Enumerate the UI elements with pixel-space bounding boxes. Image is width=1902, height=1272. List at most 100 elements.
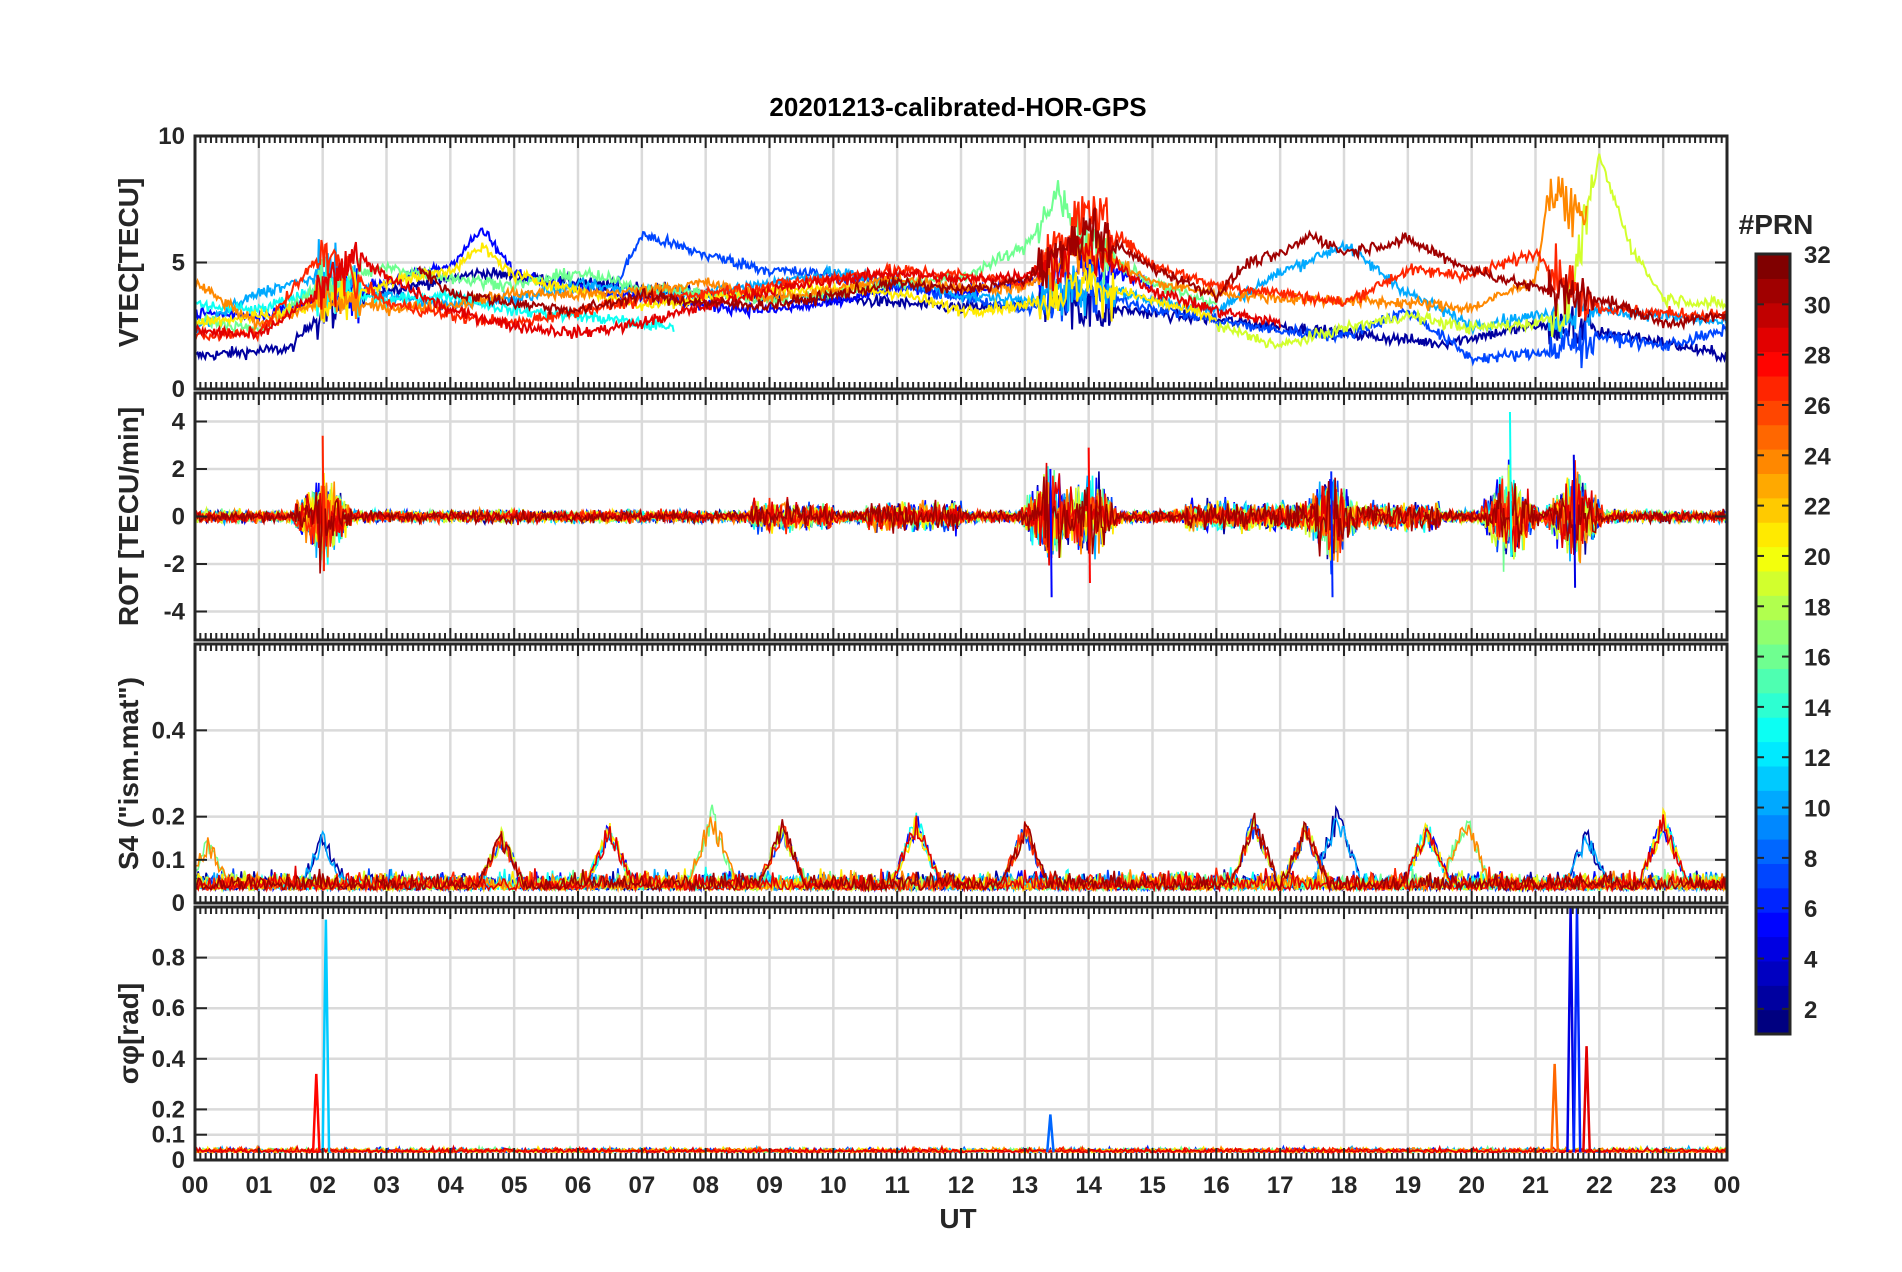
colorbar-segment xyxy=(1756,278,1790,304)
y-tick-label: -4 xyxy=(164,599,186,626)
colorbar-segment xyxy=(1756,790,1790,816)
x-tick-label: 18 xyxy=(1331,1172,1358,1199)
colorbar-segment xyxy=(1756,473,1790,499)
colorbar-segment xyxy=(1756,302,1790,328)
x-tick-label: 14 xyxy=(1075,1172,1102,1199)
plot-area xyxy=(195,153,1727,369)
x-ticks xyxy=(194,644,1728,903)
sigma-phi-axis-label: σφ[rad] xyxy=(113,983,144,1084)
x-tick-label: 16 xyxy=(1203,1172,1230,1199)
colorbar-segment xyxy=(1756,668,1790,694)
panel-sigma_phi: 00.10.2 0.4 0.6 0.8 σφ[rad] xyxy=(113,905,1729,1174)
colorbar-segment xyxy=(1756,546,1790,572)
y-ticks: 00.10.2 0.4 0.6 0.8 xyxy=(152,945,1727,1174)
vtec-series-prn-13 xyxy=(195,256,675,332)
colorbar-segment xyxy=(1756,424,1790,450)
x-tick-label: 12 xyxy=(948,1172,975,1199)
x-ticks xyxy=(194,393,1728,640)
colorbar-segment xyxy=(1756,814,1790,840)
x-tick-label: 07 xyxy=(628,1172,655,1199)
vtec-series-prn-7 xyxy=(609,230,1727,369)
x-tick-label: 20 xyxy=(1458,1172,1485,1199)
rot-peak xyxy=(1087,447,1091,584)
vtec-series-prn-21 xyxy=(195,242,1218,329)
x-tick-label: 23 xyxy=(1650,1172,1677,1199)
y-ticks: 0 5 10 xyxy=(158,123,1727,403)
colorbar-segment xyxy=(1756,595,1790,621)
colorbar-segment xyxy=(1756,327,1790,353)
x-axis: 00 01 02 03 04 05 06 07 08 09 10 11 12 13 14 15 16 17 18 19… xyxy=(182,1172,1741,1199)
gridlines xyxy=(195,644,1727,903)
colorbar-tick-label: 4 xyxy=(1804,947,1818,974)
colorbar-tick-label: 28 xyxy=(1804,343,1831,370)
colorbar-segment xyxy=(1756,839,1790,864)
y-tick-label: 0.2 xyxy=(152,1096,185,1123)
rot-series-prn-31 xyxy=(195,476,1727,574)
rot-axis-label: ROT [TECU/min] xyxy=(113,407,144,626)
y-tick-label: 0 xyxy=(172,376,185,403)
colorbar-tick-label: 14 xyxy=(1804,695,1831,722)
x-tick-label: 10 xyxy=(820,1172,847,1199)
colorbar-tick-label: 30 xyxy=(1804,292,1831,319)
x-tick-label: 05 xyxy=(501,1172,528,1199)
rot-peak xyxy=(1330,471,1334,598)
x-tick-label: 22 xyxy=(1586,1172,1613,1199)
rot-peak xyxy=(1572,454,1577,588)
colorbar-tick-label: 20 xyxy=(1804,544,1831,571)
colorbar-segment xyxy=(1756,692,1790,718)
colorbar-segment xyxy=(1756,619,1790,645)
y-tick-label: 2 xyxy=(172,456,185,483)
x-tick-label: 01 xyxy=(245,1172,272,1199)
colorbar-frame xyxy=(1754,252,1792,1036)
x-tick-label: 02 xyxy=(309,1172,336,1199)
x-tick-label: 19 xyxy=(1394,1172,1421,1199)
colorbar-segment xyxy=(1756,351,1790,377)
colorbar-segment xyxy=(1756,912,1790,938)
x-tick-label: 08 xyxy=(692,1172,719,1199)
x-tick-label: 13 xyxy=(1011,1172,1038,1199)
colorbar-tick-label: 32 xyxy=(1804,242,1831,269)
colorbar-segment xyxy=(1756,375,1790,401)
colorbar-tick-label: 16 xyxy=(1804,645,1831,672)
colorbar-segment xyxy=(1756,1009,1790,1035)
s4-axis-label: S4 ("ism.mat") xyxy=(113,677,144,870)
y-tick-label: 10 xyxy=(158,123,185,150)
x-ticks xyxy=(194,907,1728,1160)
rot-peak xyxy=(1049,468,1053,598)
y-tick-label: 0.2 xyxy=(152,804,185,831)
colorbar-tick-label: 26 xyxy=(1804,393,1831,420)
colorbar-segment xyxy=(1756,765,1790,791)
x-tick-label: 00 xyxy=(182,1172,209,1199)
x-ticks xyxy=(194,136,1728,389)
colorbar-segment xyxy=(1756,960,1790,986)
x-tick-label: 03 xyxy=(373,1172,400,1199)
y-tick-label: 5 xyxy=(172,250,185,277)
colorbar-tick-label: 2 xyxy=(1804,997,1817,1024)
x-tick-label: 15 xyxy=(1139,1172,1166,1199)
s4-series-prn-24 xyxy=(195,816,1727,893)
x-tick-label: 09 xyxy=(756,1172,783,1199)
y-tick-label: 0.1 xyxy=(152,847,185,874)
sigma-peak-prn-8 xyxy=(1045,1114,1055,1153)
chart-title: 20201213-calibrated-HOR-GPS xyxy=(769,92,1146,122)
y-tick-label: 0 xyxy=(172,1147,185,1174)
x-tick-label: 17 xyxy=(1267,1172,1294,1199)
plot-area xyxy=(195,804,1727,894)
y-tick-label: 4 xyxy=(172,409,186,436)
colorbar-segment xyxy=(1756,741,1790,767)
y-ticks: -4 -2 0 2 4 xyxy=(164,409,1727,626)
sigma-peak-prn-11 xyxy=(321,919,331,1153)
x-tick-label: 21 xyxy=(1522,1172,1549,1199)
colorbar-segment xyxy=(1756,863,1790,889)
colorbar-tick-label: 22 xyxy=(1804,494,1831,521)
x-tick-label: 04 xyxy=(437,1172,464,1199)
colorbar-segment xyxy=(1756,449,1790,474)
colorbar-segment xyxy=(1756,985,1790,1011)
rot-peak xyxy=(321,435,325,572)
vtec-series-prn-19 xyxy=(1215,153,1727,350)
panel-s4: 0 0.1 0.2 0.4 S4 ("ism.mat") xyxy=(113,642,1729,917)
y-tick-label: 0.8 xyxy=(152,945,185,972)
y-tick-label: 0.6 xyxy=(152,995,185,1022)
y-tick-label: -2 xyxy=(164,551,185,578)
